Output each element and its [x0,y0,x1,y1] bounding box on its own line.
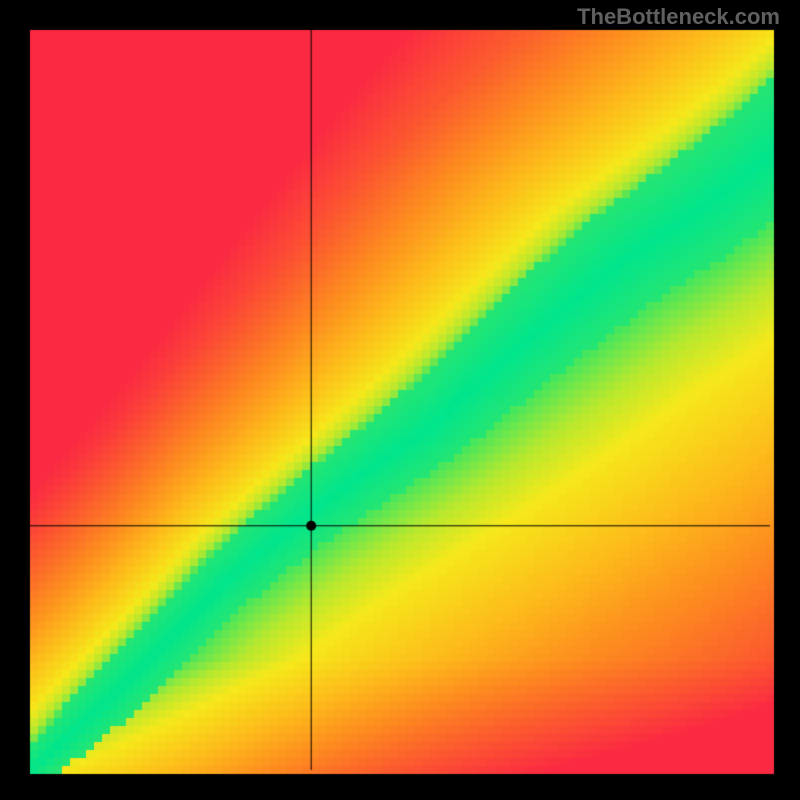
chart-container: { "watermark": { "text": "TheBottleneck.… [0,0,800,800]
watermark-text: TheBottleneck.com [577,4,780,30]
bottleneck-heatmap-canvas [0,0,800,800]
